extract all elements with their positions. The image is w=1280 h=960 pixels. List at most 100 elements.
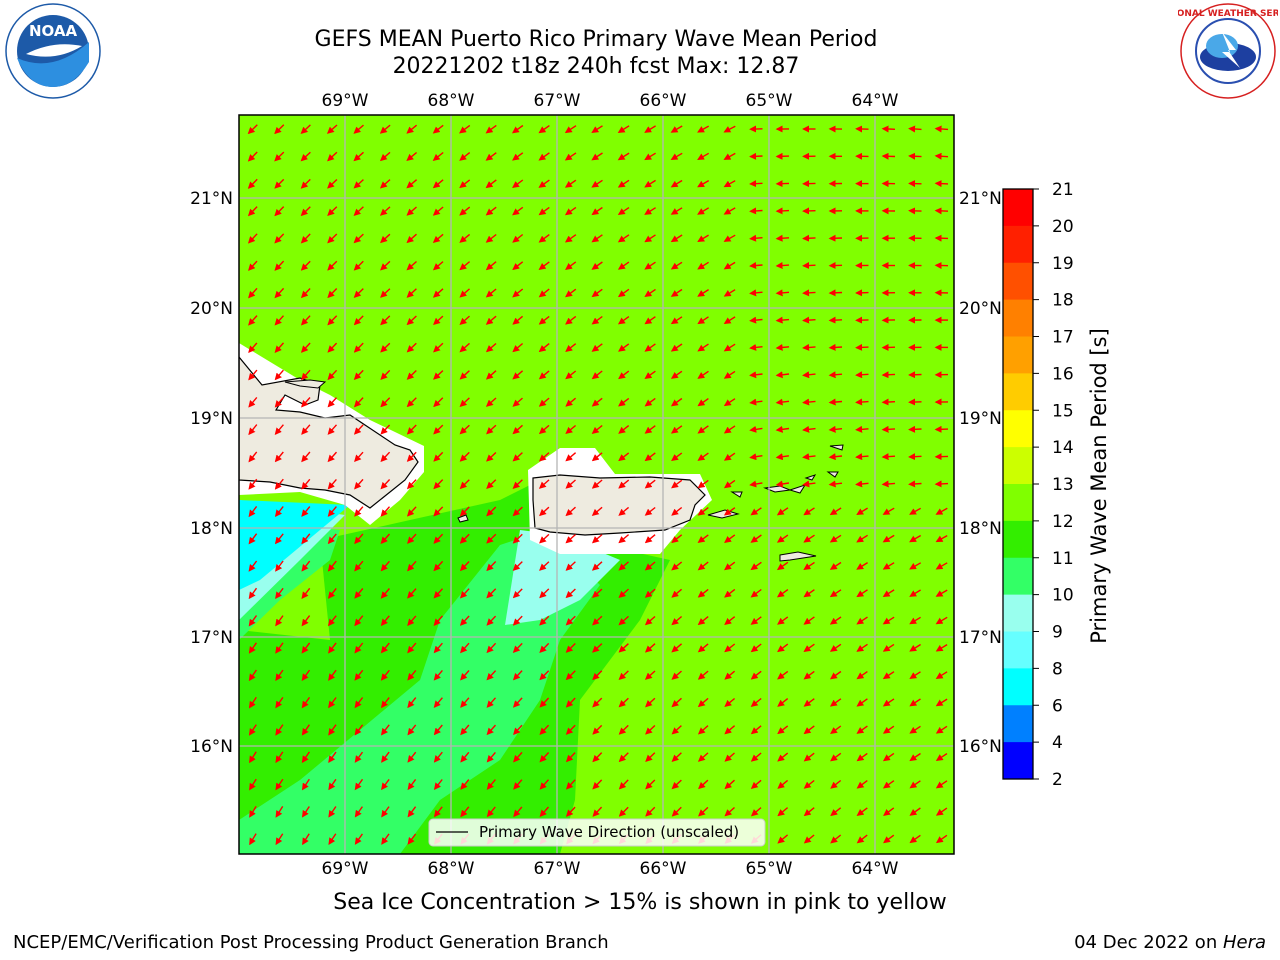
wave-arrow (802, 316, 816, 324)
wave-arrow (644, 343, 656, 352)
wave-arrow (671, 779, 682, 790)
wave-arrow (433, 370, 444, 380)
wave-arrow (512, 479, 523, 489)
wave-arrow (248, 287, 258, 299)
wave-arrow (723, 507, 736, 516)
wave-arrow (882, 752, 895, 762)
colorbar-ticks: 21 20 19 18 17 16 15 14 13 12 11 10 9 8 6 4 2 (1033, 180, 1074, 790)
wave-arrow (909, 616, 921, 625)
wave-arrow (248, 424, 258, 436)
wave-arrow (750, 534, 762, 543)
wave-arrow (539, 615, 550, 626)
wave-arrow (777, 779, 789, 789)
wave-arrow (750, 779, 762, 790)
wave-arrow (247, 151, 258, 162)
wave-arrow (274, 151, 285, 162)
colorbar-tick-label: 19 (1052, 254, 1074, 274)
wave-arrow (486, 806, 496, 818)
wave-arrow (565, 506, 576, 517)
lat-label: 19°N (959, 409, 1002, 429)
wave-arrow (775, 425, 790, 433)
wave-arrow (512, 697, 523, 708)
wave-arrow (670, 234, 683, 243)
wave-arrow (433, 315, 444, 326)
wave-arrow (354, 560, 364, 572)
wave-arrow (697, 643, 709, 653)
wave-arrow (750, 697, 762, 707)
wave-arrow (618, 779, 629, 790)
wave-arrow (591, 152, 603, 161)
lat-label: 16°N (959, 737, 1002, 757)
wave-arrow (433, 806, 443, 818)
wave-arrow (433, 479, 444, 490)
wave-arrow (644, 152, 656, 161)
wave-arrow (697, 125, 710, 133)
wave-arrow (301, 397, 311, 408)
wave-arrow (749, 207, 763, 215)
wave-arrow (353, 151, 364, 162)
wave-arrow (829, 616, 842, 625)
wave-arrow (513, 779, 523, 790)
wave-arrow (406, 451, 417, 462)
wave-arrow (777, 670, 789, 680)
wave-arrow (828, 425, 843, 433)
wave-arrow (881, 453, 896, 461)
wave-arrow (406, 288, 417, 298)
wave-arrow (301, 506, 311, 517)
wave-arrow (300, 178, 311, 189)
wave-arrow (856, 562, 868, 570)
wave-arrow (591, 125, 603, 133)
wave-arrow (512, 261, 524, 271)
wave-arrow (275, 806, 284, 818)
wave-arrow (248, 560, 258, 572)
wave-arrow (327, 369, 338, 381)
wave-arrow (882, 671, 895, 680)
wave-arrow (433, 506, 444, 517)
lon-label: 67°W (534, 91, 581, 111)
wave-arrow (248, 451, 258, 463)
wave-arrow (618, 370, 630, 380)
wave-arrow (775, 480, 790, 488)
wave-arrow (407, 533, 417, 544)
wave-arrow (512, 424, 523, 435)
wave-arrow (565, 670, 576, 681)
wave-arrow (618, 615, 629, 626)
colorbar-block (1003, 484, 1033, 522)
lon-label: 69°W (322, 859, 369, 879)
wave-arrow (459, 261, 471, 271)
wave-arrow (828, 343, 843, 351)
wave-arrow (353, 288, 364, 298)
wave-arrow (618, 561, 629, 571)
wave-arrow (406, 151, 418, 161)
wave-arrow (327, 178, 338, 189)
wave-arrow (512, 642, 523, 654)
wave-arrow (249, 778, 257, 791)
lat-labels-left: 21°N 20°N 19°N 18°N 17°N 16°N (190, 189, 233, 757)
wave-arrow (486, 724, 497, 736)
wave-arrow (802, 480, 816, 488)
wave-arrow (327, 260, 338, 271)
wave-arrow (723, 180, 736, 188)
wave-arrow (274, 260, 285, 271)
wave-arrow (592, 752, 603, 763)
wave-arrow (538, 479, 550, 489)
wave-arrow (671, 643, 683, 653)
wave-arrow (671, 670, 682, 680)
wave-arrow (300, 260, 311, 271)
lon-label: 64°W (852, 91, 899, 111)
wave-arrow (301, 778, 310, 791)
wave-arrow (300, 151, 311, 162)
wave-arrow (935, 589, 948, 597)
wave-arrow (565, 561, 576, 571)
wave-arrow (881, 398, 896, 406)
wave-arrow (565, 615, 576, 626)
wave-arrow (512, 588, 523, 599)
wave-arrow (327, 615, 337, 627)
wave-arrow (274, 124, 285, 135)
wave-arrow (618, 425, 630, 434)
wave-arrow (248, 505, 258, 518)
colorbar-block (1003, 557, 1033, 596)
wave-arrow (513, 724, 523, 736)
wave-arrow (617, 152, 630, 161)
